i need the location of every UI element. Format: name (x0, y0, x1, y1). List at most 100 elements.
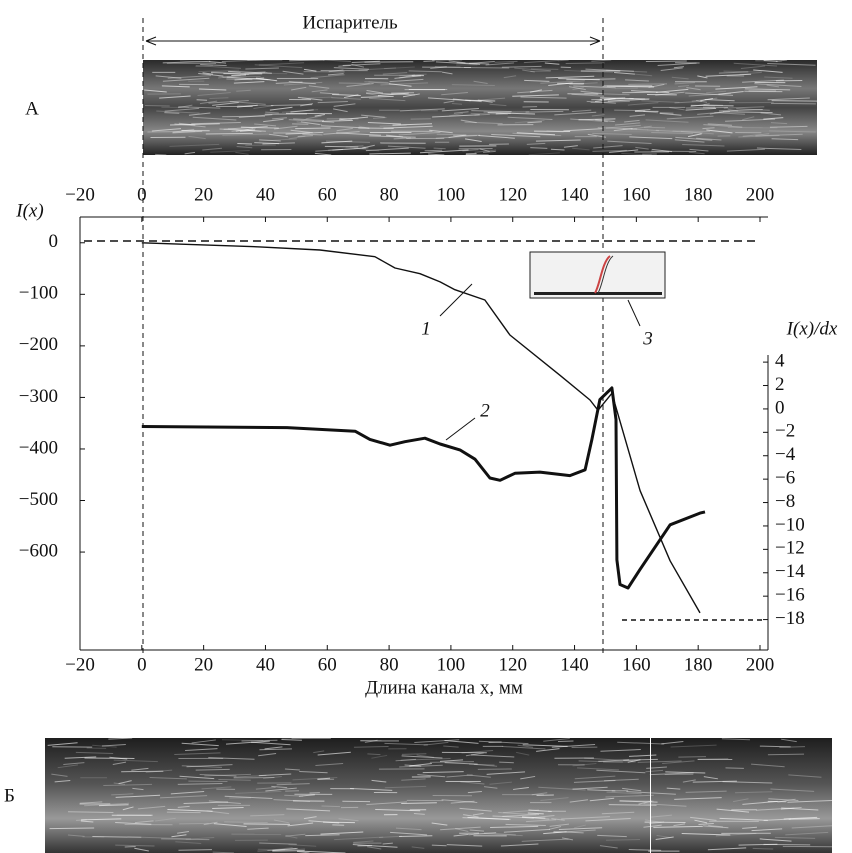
texture (655, 91, 685, 96)
texture (734, 791, 773, 794)
texture (572, 786, 608, 790)
y-tick-label: −600 (19, 540, 58, 561)
texture (240, 126, 279, 129)
texture (443, 100, 455, 104)
texture (787, 800, 833, 803)
texture (393, 137, 411, 140)
texture (333, 67, 369, 70)
texture (162, 77, 210, 82)
texture (221, 739, 264, 741)
texture (478, 740, 529, 745)
texture (47, 742, 78, 746)
texture (451, 84, 495, 86)
texture (218, 74, 241, 79)
texture (619, 800, 658, 803)
texture (259, 139, 281, 142)
y2-tick-label: 0 (775, 397, 785, 418)
texture (288, 119, 335, 123)
texture (325, 140, 370, 143)
texture (759, 838, 792, 842)
texture (502, 745, 546, 750)
texture (543, 831, 567, 835)
texture (111, 793, 134, 796)
texture (466, 774, 491, 778)
texture (202, 147, 223, 151)
texture (235, 128, 254, 132)
y2-tick-label: 2 (775, 374, 785, 395)
texture (759, 745, 791, 748)
texture (463, 814, 479, 818)
texture (408, 70, 442, 73)
texture (751, 828, 783, 832)
texture (371, 754, 388, 759)
texture (468, 832, 497, 836)
texture (596, 769, 646, 774)
texture (545, 75, 595, 79)
x2-tick-label: 140 (560, 184, 589, 205)
texture (432, 114, 480, 118)
texture (429, 761, 474, 763)
texture (149, 776, 187, 780)
texture (167, 75, 212, 79)
y-tick-label: −500 (19, 489, 58, 510)
texture (527, 121, 542, 124)
texture (92, 836, 142, 838)
texture (255, 787, 276, 790)
texture (470, 112, 508, 115)
texture (275, 81, 303, 84)
texture (201, 786, 232, 790)
texture (572, 147, 590, 151)
texture (317, 777, 331, 780)
texture (525, 819, 557, 823)
x-tick-label: 60 (318, 654, 337, 675)
texture (434, 65, 461, 68)
texture (769, 130, 816, 133)
texture (297, 135, 313, 138)
texture (181, 742, 219, 747)
texture (671, 76, 689, 80)
texture (763, 59, 778, 62)
texture (586, 100, 616, 104)
texture (595, 119, 615, 122)
x2-tick-label: 60 (318, 184, 337, 205)
texture (785, 831, 829, 836)
x2-tick-label: 100 (437, 184, 466, 205)
texture (708, 824, 723, 828)
texture (638, 800, 653, 805)
texture (375, 808, 421, 812)
texture (395, 827, 422, 831)
texture (383, 66, 415, 70)
texture (272, 848, 297, 851)
texture (268, 133, 289, 138)
texture (563, 128, 603, 132)
texture (401, 802, 437, 805)
texture (75, 751, 114, 755)
texture (767, 753, 805, 756)
texture (469, 763, 495, 766)
texture (205, 132, 253, 135)
texture (707, 847, 747, 851)
y2-axis-label: I(x)/dx (786, 318, 838, 339)
texture (177, 805, 190, 808)
texture (681, 833, 731, 836)
texture (236, 146, 253, 149)
texture (416, 754, 435, 758)
texture (590, 100, 630, 104)
texture (686, 87, 701, 91)
y-tick-label: 0 (49, 231, 59, 252)
texture (332, 147, 367, 151)
texture (311, 89, 328, 93)
x2-tick-label: 20 (194, 184, 213, 205)
texture (181, 765, 222, 768)
texture (303, 68, 317, 72)
texture (131, 767, 149, 771)
texture (522, 744, 568, 747)
texture (540, 80, 585, 84)
texture (672, 130, 711, 133)
texture (637, 760, 682, 763)
texture (115, 822, 152, 825)
texture (460, 119, 477, 124)
y2-tick-label: −14 (775, 561, 805, 582)
texture (736, 108, 770, 111)
